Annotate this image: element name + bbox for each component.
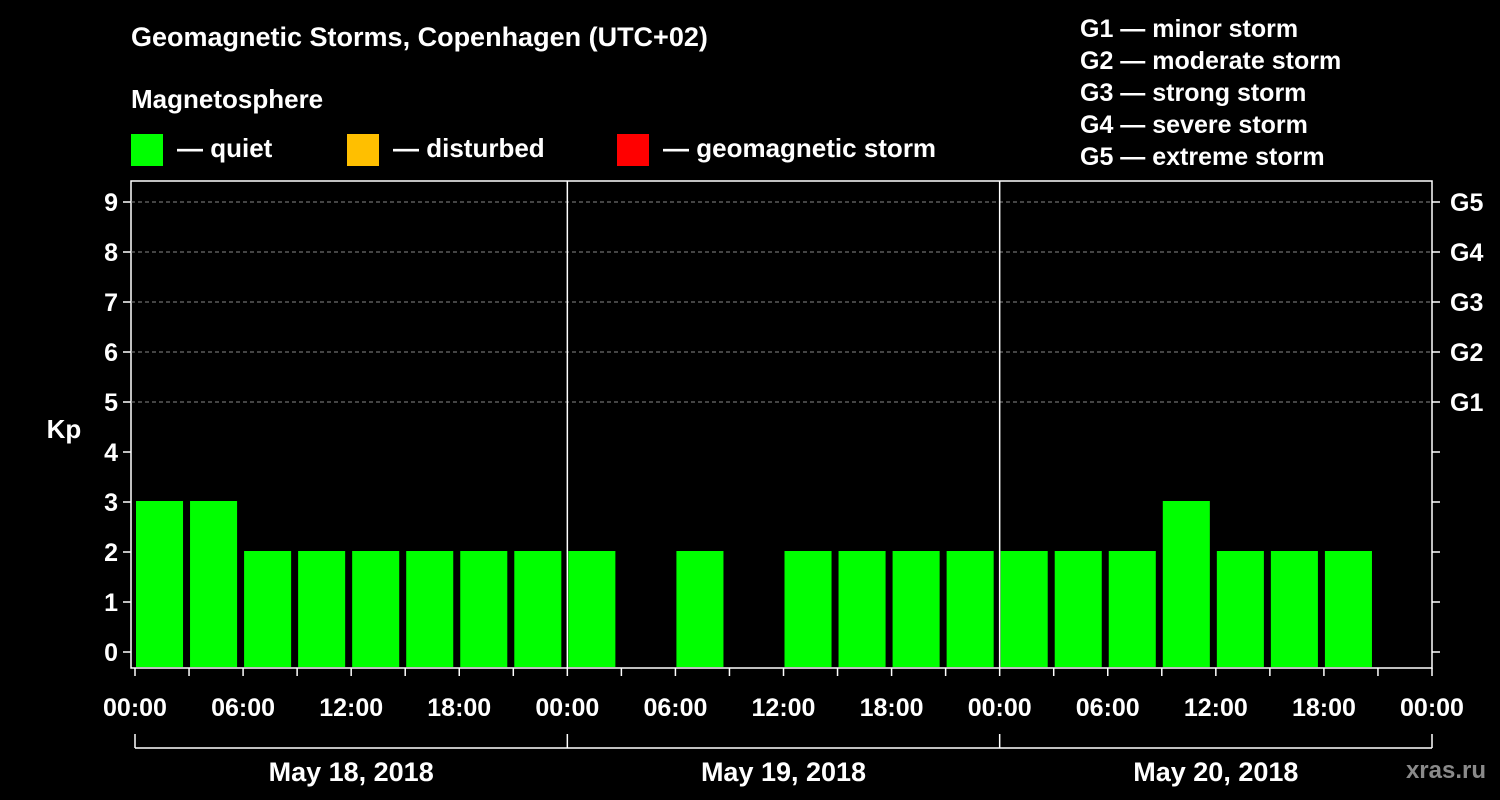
- kp-bar: [460, 551, 508, 667]
- scale-g4: G4 — severe storm: [1080, 111, 1308, 139]
- x-tick-label: 18:00: [1292, 694, 1356, 722]
- x-tick-label: 00:00: [103, 694, 167, 722]
- kp-bar: [1324, 551, 1372, 667]
- x-tick-label: 00:00: [968, 694, 1032, 722]
- kp-bar: [838, 551, 886, 667]
- kp-bar: [784, 551, 832, 667]
- magnetosphere-label: Magnetosphere: [131, 84, 324, 114]
- kp-bar: [136, 501, 184, 667]
- kp-bar: [1108, 551, 1156, 667]
- x-tick-label: 18:00: [860, 694, 924, 722]
- y-tick-label: 9: [104, 189, 118, 217]
- x-tick-label: 12:00: [752, 694, 816, 722]
- y-tick-label: 5: [104, 389, 118, 417]
- y-tick-label: 0: [104, 639, 118, 667]
- y-tick-label: 2: [104, 539, 118, 567]
- y-axis-label: Kp: [47, 414, 82, 444]
- y-tick-label: 4: [104, 439, 118, 467]
- kp-bar: [514, 551, 562, 667]
- x-tick-label: 00:00: [535, 694, 599, 722]
- x-tick-label: 12:00: [1184, 694, 1248, 722]
- kp-bar: [1000, 551, 1048, 667]
- kp-bar: [1162, 501, 1210, 667]
- scale-g1: G1 — minor storm: [1080, 15, 1299, 43]
- scale-g2: G2 — moderate storm: [1080, 47, 1342, 75]
- x-tick-label: 06:00: [211, 694, 275, 722]
- legend-storm-label: — geomagnetic storm: [663, 133, 937, 163]
- y-tick-label: 8: [104, 239, 118, 267]
- date-label: May 20, 2018: [1133, 757, 1298, 787]
- storm-swatch: [617, 134, 649, 166]
- storm-scale-legend: G1 — minor storm G2 — moderate storm G3 …: [1080, 13, 1341, 173]
- x-tick-label: 00:00: [1400, 694, 1464, 722]
- x-tick-label: 06:00: [643, 694, 707, 722]
- kp-bar: [244, 551, 292, 667]
- quiet-swatch: [131, 134, 163, 166]
- x-tick-label: 06:00: [1076, 694, 1140, 722]
- kp-bar: [676, 551, 724, 667]
- kp-bar: [946, 551, 994, 667]
- x-tick-label: 12:00: [319, 694, 383, 722]
- kp-bar: [352, 551, 400, 667]
- storm-level-label: G2: [1450, 339, 1483, 367]
- storm-level-label: G1: [1450, 389, 1483, 417]
- y-tick-label: 1: [104, 589, 118, 617]
- watermark: xras.ru: [1405, 757, 1486, 784]
- x-tick-label: 18:00: [427, 694, 491, 722]
- y-tick-label: 6: [104, 339, 118, 367]
- kp-bar: [298, 551, 346, 667]
- legend-quiet-label: — quiet: [177, 133, 273, 163]
- kp-bar: [1054, 551, 1102, 667]
- plot-frame: [130, 180, 1433, 669]
- kp-bar: [1270, 551, 1318, 667]
- kp-bar: [190, 501, 238, 667]
- kp-bar: [892, 551, 940, 667]
- storm-level-label: G5: [1450, 189, 1483, 217]
- storm-level-label: G4: [1450, 239, 1483, 267]
- kp-bar: [1216, 551, 1264, 667]
- legend-disturbed-label: — disturbed: [393, 133, 545, 163]
- disturbed-swatch: [347, 134, 379, 166]
- kp-bar: [406, 551, 454, 667]
- scale-g3: G3 — strong storm: [1080, 79, 1307, 107]
- kp-bar: [568, 551, 616, 667]
- scale-g5: G5 — extreme storm: [1080, 143, 1325, 171]
- date-label: May 19, 2018: [701, 757, 866, 787]
- date-label: May 18, 2018: [269, 757, 434, 787]
- storm-level-label: G3: [1450, 289, 1483, 317]
- y-tick-label: 3: [104, 489, 118, 517]
- chart-title: Geomagnetic Storms, Copenhagen (UTC+02): [131, 22, 708, 52]
- y-tick-label: 7: [104, 289, 118, 317]
